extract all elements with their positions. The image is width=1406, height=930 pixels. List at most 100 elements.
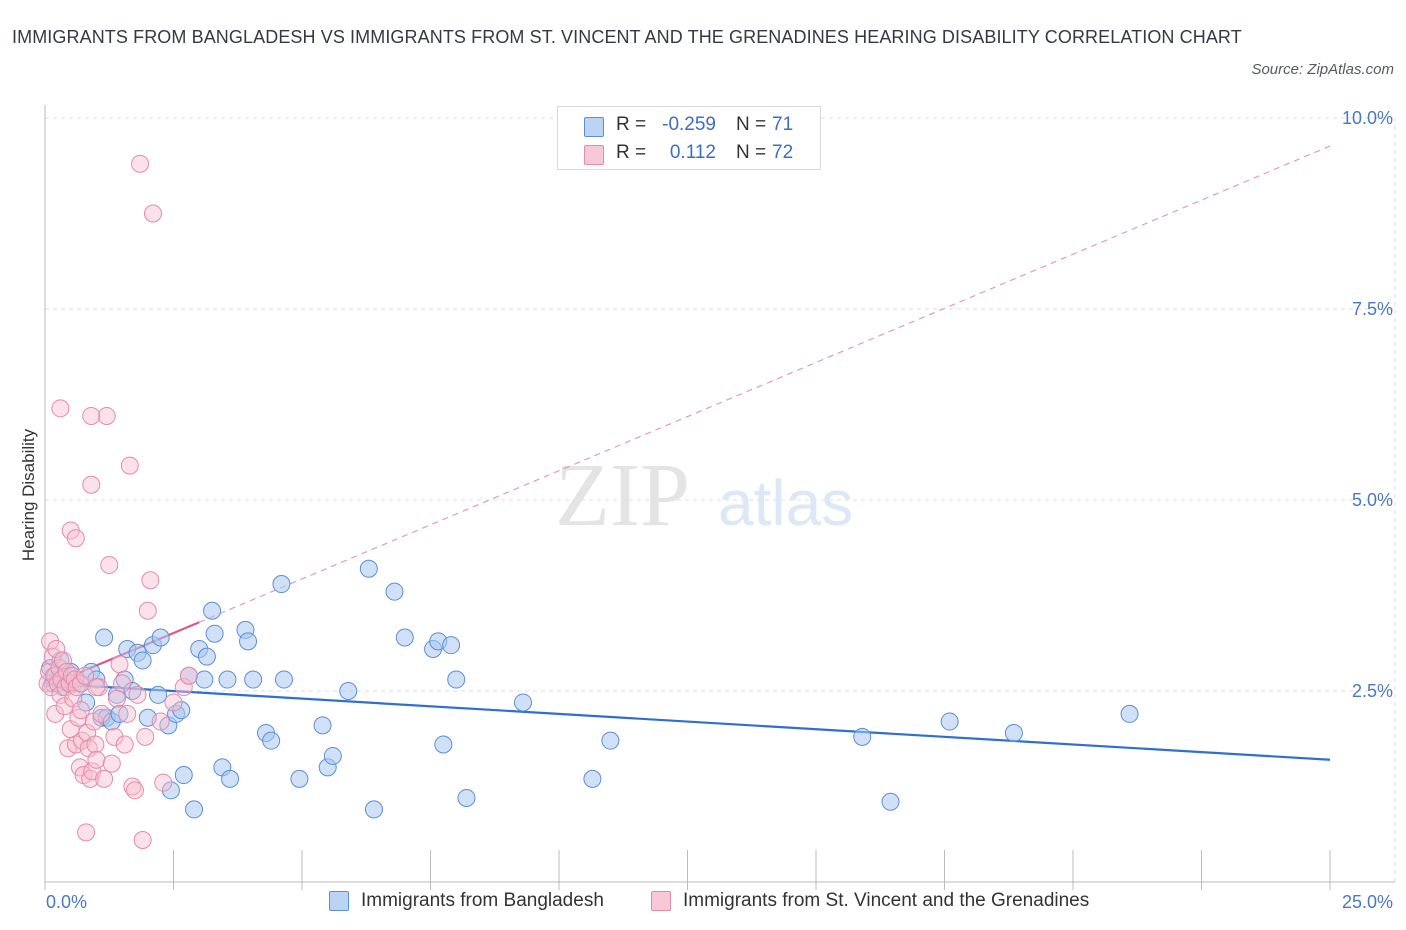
legend-swatch-blue	[584, 117, 604, 137]
legend-n-label: N =	[736, 142, 767, 163]
watermark: ZIP atlas	[555, 446, 853, 545]
point-bangladesh	[290, 769, 309, 788]
point-bangladesh	[151, 628, 170, 647]
point-bangladesh	[323, 746, 342, 765]
point-bangladesh	[1004, 724, 1023, 743]
point-bangladesh	[203, 601, 222, 620]
stats-legend: R = -0.259 N = 71 R = 0.112 N = 72	[557, 106, 821, 170]
point-st-vincent	[120, 456, 139, 475]
watermark-zip: ZIP	[555, 446, 690, 545]
point-bangladesh	[313, 716, 332, 735]
point-st-vincent	[100, 555, 119, 574]
trend-line-bangladesh	[44, 682, 1331, 761]
point-st-vincent	[47, 639, 66, 658]
point-bangladesh	[172, 701, 191, 720]
legend-r-value: -0.259	[662, 114, 716, 135]
point-st-vincent	[107, 689, 126, 708]
y-tick-label: 10.0%	[1342, 108, 1393, 128]
legend-row-bangladesh: R = -0.259 N = 71	[558, 111, 820, 139]
point-bangladesh	[133, 651, 152, 670]
point-st-vincent	[113, 674, 132, 693]
point-st-vincent	[151, 712, 170, 731]
point-st-vincent	[84, 712, 103, 731]
legend-r-value: 0.112	[669, 142, 716, 163]
point-bangladesh	[205, 624, 224, 643]
point-bangladesh	[262, 731, 281, 750]
legend-swatch-pink	[651, 891, 671, 911]
point-bangladesh	[457, 788, 476, 807]
legend-r-label: R =	[616, 142, 647, 163]
point-bangladesh	[447, 670, 466, 689]
point-bangladesh	[244, 670, 263, 689]
point-st-vincent	[115, 735, 134, 754]
point-st-vincent	[136, 727, 155, 746]
point-st-vincent	[138, 601, 157, 620]
data-points	[38, 154, 1139, 849]
point-st-vincent	[81, 769, 100, 788]
point-bangladesh	[853, 727, 872, 746]
point-st-vincent	[154, 773, 173, 792]
legend-label-st-vincent: Immigrants from St. Vincent and the Gren…	[683, 890, 1090, 911]
legend-swatch-blue	[329, 891, 349, 911]
point-st-vincent	[87, 750, 106, 769]
point-st-vincent	[86, 735, 105, 754]
point-bangladesh	[881, 792, 900, 811]
point-bangladesh	[218, 670, 237, 689]
point-st-vincent	[118, 704, 137, 723]
legend-n-value: 72	[772, 142, 794, 163]
point-bangladesh	[514, 693, 533, 712]
point-st-vincent	[110, 655, 129, 674]
point-st-vincent	[179, 666, 198, 685]
point-bangladesh	[272, 575, 291, 594]
axes	[44, 105, 1395, 890]
point-st-vincent	[143, 204, 162, 223]
point-bangladesh	[161, 781, 180, 800]
trend-line-st-vincent-extension	[198, 145, 1331, 623]
point-st-vincent	[133, 830, 152, 849]
point-bangladesh	[359, 559, 378, 578]
point-bangladesh	[275, 670, 294, 689]
x-tick-label-min: 0.0%	[46, 892, 87, 912]
point-st-vincent	[82, 475, 101, 494]
point-bangladesh	[195, 670, 214, 689]
watermark-atlas: atlas	[718, 467, 853, 539]
point-bangladesh	[239, 632, 258, 651]
point-st-vincent	[71, 701, 90, 720]
point-st-vincent	[141, 571, 160, 590]
point-st-vincent	[77, 823, 96, 842]
point-bangladesh	[149, 685, 168, 704]
point-st-vincent	[41, 632, 60, 651]
point-bangladesh	[434, 735, 453, 754]
point-bangladesh	[601, 731, 620, 750]
tick-labels: 2.5% 5.0% 7.5% 10.0% 0.0% 25.0%	[46, 108, 1393, 912]
y-tick-label: 5.0%	[1352, 490, 1393, 510]
point-bangladesh	[1120, 704, 1139, 723]
y-axis-label: Hearing Disability	[19, 428, 38, 561]
point-st-vincent	[97, 406, 116, 425]
point-bangladesh	[185, 800, 204, 819]
point-bangladesh	[221, 769, 240, 788]
legend-row-st-vincent: R = 0.112 N = 72	[558, 139, 820, 167]
point-st-vincent	[131, 154, 150, 173]
point-bangladesh	[940, 712, 959, 731]
point-st-vincent	[53, 651, 72, 670]
point-bangladesh	[442, 636, 461, 655]
point-bangladesh	[583, 769, 602, 788]
point-st-vincent	[105, 727, 124, 746]
point-bangladesh	[385, 582, 404, 601]
point-bangladesh	[174, 766, 193, 785]
legend-r-label: R =	[616, 114, 647, 135]
point-st-vincent	[128, 685, 147, 704]
point-st-vincent	[102, 754, 121, 773]
point-st-vincent	[76, 666, 95, 685]
point-bangladesh	[197, 647, 216, 666]
y-tick-label: 2.5%	[1352, 681, 1393, 701]
point-st-vincent	[82, 406, 101, 425]
legend-n-label: N =	[736, 114, 767, 135]
point-bangladesh	[395, 628, 414, 647]
legend-swatch-pink	[584, 145, 604, 165]
point-st-vincent	[92, 704, 111, 723]
point-bangladesh	[339, 682, 358, 700]
point-st-vincent	[95, 769, 114, 788]
